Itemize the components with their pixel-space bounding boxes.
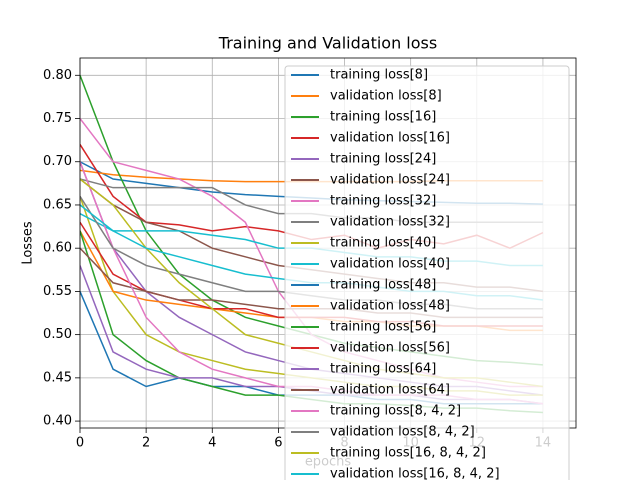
legend-label: training loss[16] xyxy=(330,110,436,125)
legend-label: training loss[48] xyxy=(330,278,436,293)
legend-label: training loss[64] xyxy=(330,362,436,377)
legend-label: training loss[8, 4, 2] xyxy=(330,404,461,419)
legend-label: validation loss[16] xyxy=(330,131,450,146)
y-axis-label: Losses xyxy=(21,221,36,265)
x-tick-label: 6 xyxy=(274,436,282,451)
x-tick-label: 0 xyxy=(76,436,84,451)
legend-label: training loss[40] xyxy=(330,236,436,251)
legend-label: validation loss[8] xyxy=(330,89,442,104)
y-tick-label: 0.60 xyxy=(43,241,72,256)
y-tick-label: 0.55 xyxy=(43,284,72,299)
legend-label: validation loss[56] xyxy=(330,341,450,356)
x-tick-label: 2 xyxy=(142,436,150,451)
y-tick-label: 0.70 xyxy=(43,154,72,169)
legend-label: training loss[32] xyxy=(330,194,436,209)
legend-label: training loss[24] xyxy=(330,152,436,167)
legend-label: training loss[16, 8, 4, 2] xyxy=(330,446,486,461)
legend-label: validation loss[40] xyxy=(330,257,450,272)
legend-label: validation loss[24] xyxy=(330,173,450,188)
legend-box xyxy=(284,65,570,480)
y-tick-label: 0.40 xyxy=(43,414,72,429)
x-tick-label: 4 xyxy=(208,436,216,451)
legend-label: training loss[8] xyxy=(330,68,428,83)
y-tick-label: 0.75 xyxy=(43,111,72,126)
legend-label: validation loss[64] xyxy=(330,383,450,398)
legend-label: validation loss[48] xyxy=(330,299,450,314)
legend-label: validation loss[8, 4, 2] xyxy=(330,425,475,440)
y-tick-label: 0.80 xyxy=(43,68,72,83)
y-tick-label: 0.65 xyxy=(43,197,72,212)
chart-title: Training and Validation loss xyxy=(218,34,437,53)
legend-label: training loss[56] xyxy=(330,320,436,335)
y-tick-label: 0.50 xyxy=(43,327,72,342)
legend-label: validation loss[32] xyxy=(330,215,450,230)
legend-label: validation loss[16, 8, 4, 2] xyxy=(330,467,500,480)
y-tick-label: 0.45 xyxy=(43,370,72,385)
